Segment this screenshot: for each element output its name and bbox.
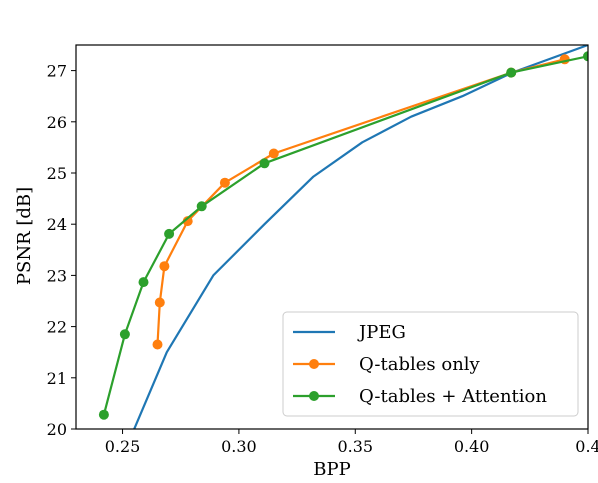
y-tick-label-3: 23 <box>47 266 67 285</box>
plot-frame <box>75 44 589 430</box>
y-tick-label-4: 24 <box>47 215 67 234</box>
y-tick-label-5: 25 <box>47 164 67 183</box>
data-point-2-2 <box>138 277 149 288</box>
data-point-1-4 <box>219 177 230 188</box>
legend-label-2: Q-tables + Attention <box>359 386 547 407</box>
x-tick-label-4: 0.4 <box>575 437 598 456</box>
y-axis-label: PSNR [dB] <box>14 187 35 285</box>
data-point-2-5 <box>259 158 270 169</box>
axes: 0.25 0.30 0.35 0.40 0.4 20 21 22 23 24 25 26 27 <box>47 44 598 456</box>
data-point-1-1 <box>154 297 165 308</box>
data-point-1-5 <box>268 148 279 159</box>
plot-area <box>98 45 588 429</box>
data-point-2-1 <box>119 329 130 340</box>
data-point-2-3 <box>164 228 175 239</box>
x-tick-label-0: 0.25 <box>105 437 141 456</box>
data-point-2-6 <box>506 67 517 78</box>
data-point-2-7 <box>583 51 588 62</box>
x-tick-label-3: 0.40 <box>454 437 490 456</box>
x-tick-label-2: 0.35 <box>337 437 373 456</box>
y-tick-label-7: 27 <box>47 62 67 81</box>
data-point-2-0 <box>98 409 109 420</box>
series-line-2 <box>102 55 588 415</box>
data-point-2-4 <box>196 201 207 212</box>
legend-box <box>282 311 579 417</box>
x-tick-label-1: 0.30 <box>221 437 257 456</box>
x-axis-label: BPP <box>313 459 350 480</box>
y-tick-label-0: 20 <box>47 420 67 439</box>
y-tick-label-6: 26 <box>47 113 67 132</box>
data-point-1-0 <box>152 339 163 350</box>
series-line-1 <box>156 58 565 345</box>
data-point-1-2 <box>159 261 170 272</box>
legend-marker-1 <box>309 359 319 369</box>
legend-marker-2 <box>309 391 319 401</box>
legend-label-1: Q-tables only <box>359 354 481 375</box>
legend: JPEG Q-tables only Q-tables + Attention <box>282 311 579 417</box>
y-tick-label-1: 21 <box>47 369 67 388</box>
series-line-0 <box>133 45 588 429</box>
data-point-1-3 <box>182 216 193 227</box>
legend-label-0: JPEG <box>357 322 406 343</box>
y-tick-label-2: 22 <box>47 318 67 337</box>
